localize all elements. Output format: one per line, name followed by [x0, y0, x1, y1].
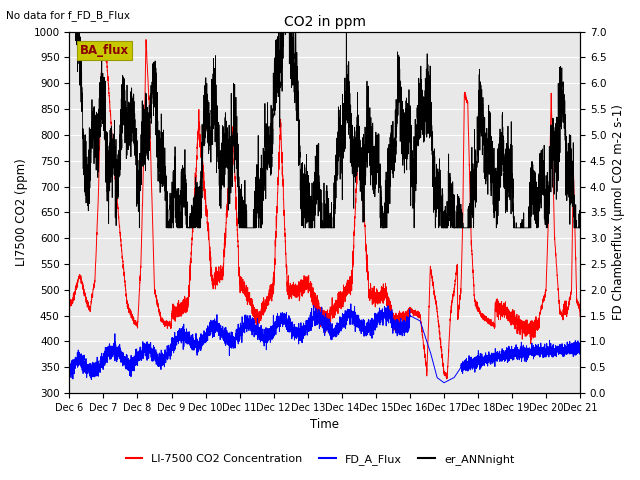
Text: No data for f_FD_B_Flux: No data for f_FD_B_Flux: [6, 10, 131, 21]
Legend: LI-7500 CO2 Concentration, FD_A_Flux, er_ANNnight: LI-7500 CO2 Concentration, FD_A_Flux, er…: [121, 450, 519, 469]
X-axis label: Time: Time: [310, 419, 339, 432]
Y-axis label: FD Chamberflux (μmol CO2 m-2 s-1): FD Chamberflux (μmol CO2 m-2 s-1): [612, 105, 625, 320]
Y-axis label: LI7500 CO2 (ppm): LI7500 CO2 (ppm): [15, 158, 28, 266]
Text: BA_flux: BA_flux: [79, 44, 129, 57]
Title: CO2 in ppm: CO2 in ppm: [284, 15, 365, 29]
